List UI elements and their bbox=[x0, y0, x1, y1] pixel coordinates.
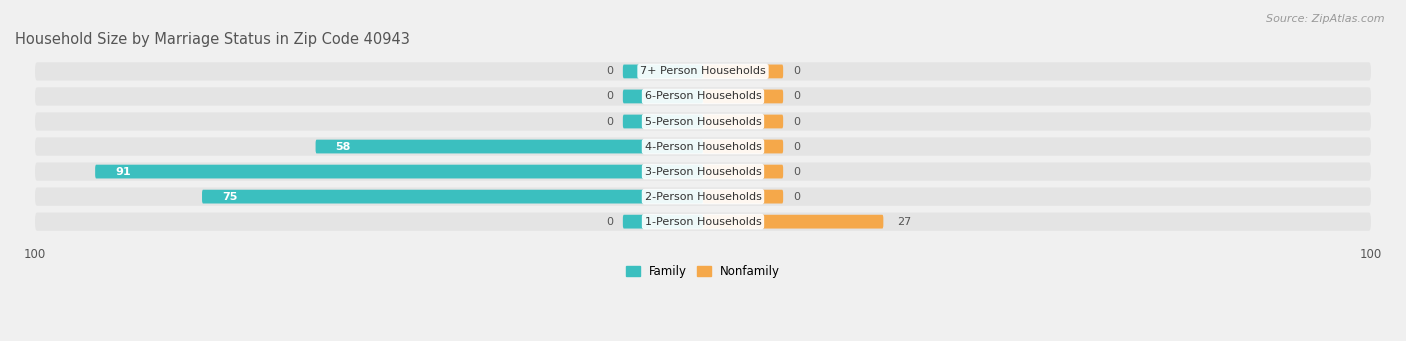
Text: Source: ZipAtlas.com: Source: ZipAtlas.com bbox=[1267, 14, 1385, 24]
Text: 5-Person Households: 5-Person Households bbox=[644, 117, 762, 127]
FancyBboxPatch shape bbox=[623, 90, 703, 103]
Text: 0: 0 bbox=[606, 117, 613, 127]
FancyBboxPatch shape bbox=[35, 87, 1371, 106]
FancyBboxPatch shape bbox=[623, 64, 703, 78]
FancyBboxPatch shape bbox=[703, 90, 783, 103]
Text: 0: 0 bbox=[606, 91, 613, 102]
Text: 0: 0 bbox=[793, 91, 800, 102]
FancyBboxPatch shape bbox=[703, 115, 783, 129]
Text: 0: 0 bbox=[793, 166, 800, 177]
Text: 6-Person Households: 6-Person Households bbox=[644, 91, 762, 102]
Legend: Family, Nonfamily: Family, Nonfamily bbox=[621, 261, 785, 283]
Text: 0: 0 bbox=[793, 192, 800, 202]
FancyBboxPatch shape bbox=[35, 62, 1371, 80]
Text: Household Size by Marriage Status in Zip Code 40943: Household Size by Marriage Status in Zip… bbox=[15, 32, 411, 47]
FancyBboxPatch shape bbox=[202, 190, 703, 204]
Text: 3-Person Households: 3-Person Households bbox=[644, 166, 762, 177]
FancyBboxPatch shape bbox=[35, 188, 1371, 206]
FancyBboxPatch shape bbox=[703, 215, 883, 228]
Text: 0: 0 bbox=[793, 142, 800, 151]
Text: 0: 0 bbox=[793, 117, 800, 127]
Text: 0: 0 bbox=[606, 66, 613, 76]
FancyBboxPatch shape bbox=[35, 137, 1371, 156]
Text: 1-Person Households: 1-Person Households bbox=[644, 217, 762, 227]
FancyBboxPatch shape bbox=[703, 140, 783, 153]
FancyBboxPatch shape bbox=[35, 212, 1371, 231]
FancyBboxPatch shape bbox=[315, 140, 703, 153]
FancyBboxPatch shape bbox=[703, 190, 783, 204]
FancyBboxPatch shape bbox=[35, 162, 1371, 181]
Text: 58: 58 bbox=[336, 142, 352, 151]
Text: 4-Person Households: 4-Person Households bbox=[644, 142, 762, 151]
Text: 91: 91 bbox=[115, 166, 131, 177]
Text: 0: 0 bbox=[793, 66, 800, 76]
FancyBboxPatch shape bbox=[623, 115, 703, 129]
FancyBboxPatch shape bbox=[96, 165, 703, 178]
FancyBboxPatch shape bbox=[623, 215, 703, 228]
FancyBboxPatch shape bbox=[703, 64, 783, 78]
Text: 27: 27 bbox=[897, 217, 911, 227]
Text: 7+ Person Households: 7+ Person Households bbox=[640, 66, 766, 76]
Text: 0: 0 bbox=[606, 217, 613, 227]
FancyBboxPatch shape bbox=[703, 165, 783, 178]
Text: 2-Person Households: 2-Person Households bbox=[644, 192, 762, 202]
FancyBboxPatch shape bbox=[35, 113, 1371, 131]
Text: 75: 75 bbox=[222, 192, 238, 202]
